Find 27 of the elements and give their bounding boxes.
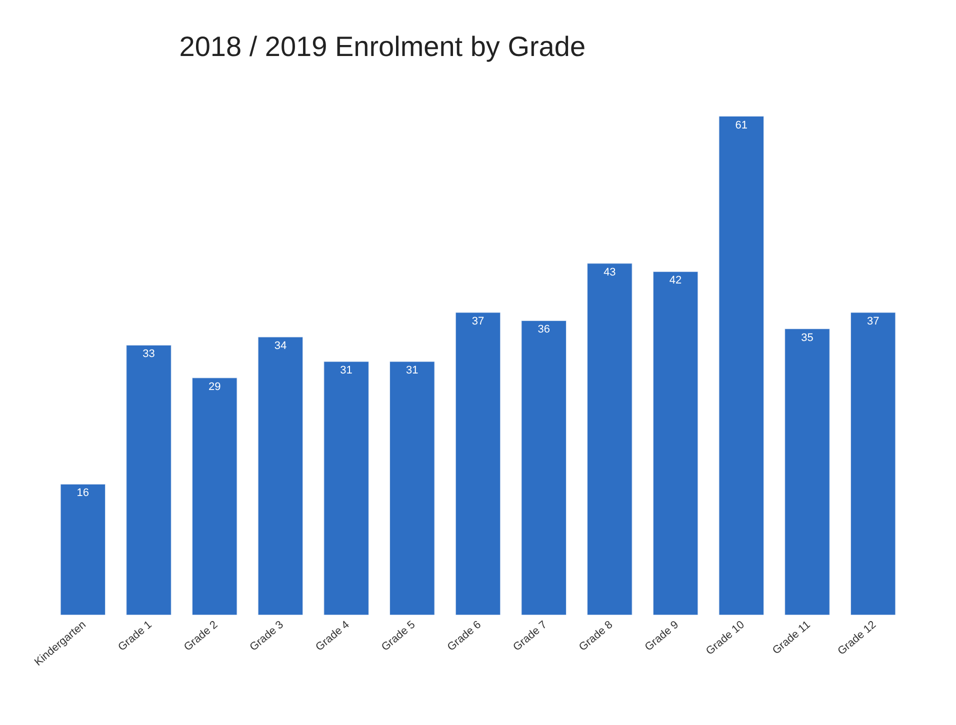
data-label: 33 <box>142 348 155 360</box>
data-label: 29 <box>208 380 221 393</box>
bar <box>126 344 172 615</box>
bar <box>587 263 632 615</box>
bar <box>192 378 238 615</box>
bar <box>850 312 896 615</box>
bar <box>258 336 304 615</box>
bar <box>521 320 566 615</box>
bar <box>60 484 106 615</box>
chart-title: 2018 / 2019 Enrolment by Grade <box>179 30 586 62</box>
bar <box>784 328 830 615</box>
bar <box>455 312 501 615</box>
data-label: 61 <box>735 119 748 132</box>
data-label: 16 <box>76 487 90 500</box>
data-label: 34 <box>274 340 287 352</box>
data-label: 42 <box>669 274 682 287</box>
data-label: 37 <box>866 315 880 328</box>
data-label: 43 <box>604 266 616 278</box>
data-label: 31 <box>340 364 352 377</box>
bar <box>390 361 435 615</box>
data-label: 31 <box>406 364 418 377</box>
bar <box>324 361 369 615</box>
data-label: 36 <box>538 324 550 336</box>
bar <box>652 271 698 615</box>
data-label: 37 <box>472 315 484 328</box>
bar <box>718 116 764 615</box>
data-label: 35 <box>801 332 814 344</box>
